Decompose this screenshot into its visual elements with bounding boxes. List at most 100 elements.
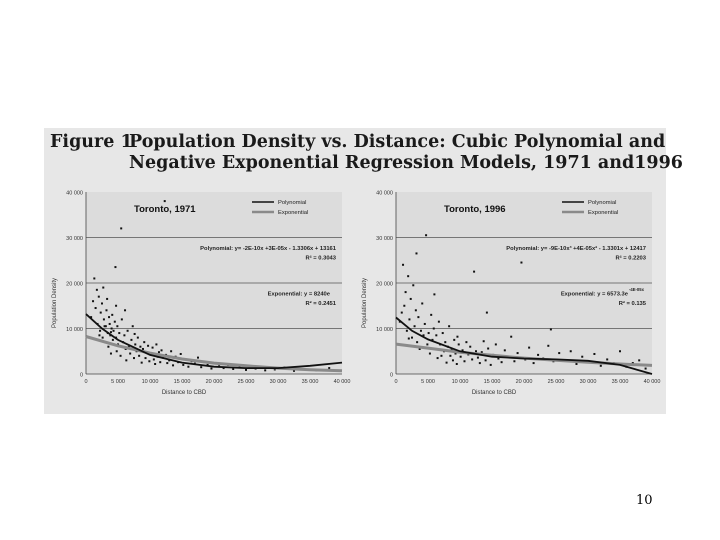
data-point <box>489 363 492 366</box>
data-point <box>108 316 111 319</box>
data-point <box>103 325 106 328</box>
data-point <box>108 322 111 325</box>
data-point <box>440 354 443 357</box>
y-tick-label: 20 000 <box>66 282 83 288</box>
data-point <box>510 335 513 338</box>
data-point <box>500 361 503 364</box>
data-point <box>115 350 118 353</box>
y-axis-label: Population Density <box>362 278 368 328</box>
data-point <box>456 335 459 338</box>
figure-title-line-2: Negative Exponential Regression Models, … <box>129 153 683 173</box>
x-tick-label: 15 000 <box>174 379 191 385</box>
data-point <box>441 332 444 335</box>
data-point <box>151 346 154 349</box>
data-point <box>210 367 213 370</box>
data-point <box>124 309 127 312</box>
data-point <box>95 288 98 291</box>
data-point <box>453 338 456 341</box>
data-point <box>118 332 121 335</box>
polynomial-r-squared: R² = 0.2203 <box>616 254 647 261</box>
data-point <box>516 352 519 355</box>
data-point <box>264 369 267 372</box>
x-tick-label: 5 000 <box>421 379 435 385</box>
data-point <box>575 362 578 365</box>
data-point <box>111 338 114 341</box>
legend-label-exponential: Exponential <box>278 210 308 216</box>
data-point <box>129 352 132 355</box>
data-point <box>497 357 500 360</box>
x-tick-label: 20 000 <box>206 379 223 385</box>
data-point <box>105 309 108 312</box>
data-point <box>463 360 466 363</box>
data-point <box>98 334 101 337</box>
polynomial-fit-line <box>395 316 653 375</box>
data-point <box>407 275 410 278</box>
scatter-chart-svg: 0 10 000 20 000 30 000 40 000 0 5 000 10 000 15 … <box>52 191 350 397</box>
data-point <box>413 325 416 328</box>
data-point <box>419 329 422 332</box>
data-point <box>116 325 119 328</box>
data-point <box>157 351 160 354</box>
data-point <box>547 344 550 347</box>
data-point <box>537 353 540 356</box>
data-point <box>273 368 276 371</box>
x-tick-label: 25 000 <box>238 379 255 385</box>
data-point <box>147 344 150 347</box>
exponential-fit-line <box>85 335 343 373</box>
data-point <box>109 352 112 355</box>
y-tick-label: 40 000 <box>66 191 83 197</box>
data-point <box>101 302 103 305</box>
data-point <box>152 358 155 361</box>
data-point <box>425 234 428 237</box>
x-tick-label: 40 000 <box>644 379 661 385</box>
data-point <box>293 369 295 372</box>
data-point <box>155 343 158 346</box>
data-point <box>465 341 468 344</box>
exponential-r-squared: R² = 0.135 <box>619 300 647 307</box>
data-point <box>133 332 136 335</box>
x-axis-label: Distance to CBD <box>162 390 207 396</box>
data-point <box>92 300 95 303</box>
data-point <box>482 340 485 343</box>
data-point <box>200 366 203 369</box>
data-point <box>513 360 516 363</box>
data-point <box>432 327 435 330</box>
data-point <box>140 361 143 364</box>
polynomial-equation: Polynomial: y= -2E-10x +3E-05x - 1.3306x… <box>200 246 337 252</box>
data-point <box>619 350 621 353</box>
data-point <box>422 334 425 337</box>
data-point <box>126 329 129 332</box>
data-point <box>428 352 431 355</box>
data-point <box>104 325 107 328</box>
data-point <box>408 318 411 321</box>
y-axis-label: Population Density <box>52 278 58 328</box>
data-point <box>99 311 102 314</box>
data-point <box>400 311 403 314</box>
data-point <box>520 261 523 264</box>
data-point <box>115 304 118 307</box>
data-point <box>599 364 602 367</box>
data-point <box>120 227 123 230</box>
data-point <box>426 343 429 346</box>
data-point <box>412 284 415 287</box>
x-tick-label: 35 000 <box>612 379 629 385</box>
data-point <box>485 311 488 314</box>
data-point <box>160 349 163 352</box>
data-point <box>569 350 572 353</box>
exponential-exponent: -4E-05x <box>629 287 645 292</box>
data-point <box>107 345 110 348</box>
data-point <box>159 361 162 364</box>
data-point <box>328 367 331 370</box>
data-point <box>143 341 146 344</box>
data-point <box>414 309 417 312</box>
chart-title: Toronto, 1996 <box>444 204 506 215</box>
x-tick-label: 30 000 <box>270 379 287 385</box>
data-point <box>418 347 421 350</box>
data-point <box>127 345 130 348</box>
y-tick-label: 30 000 <box>66 236 83 242</box>
data-point <box>457 343 460 346</box>
scatter-chart-svg: 0 10 000 20 000 30 000 40 000 0 5 000 10 000 15 … <box>362 191 661 397</box>
data-point <box>437 320 440 323</box>
data-point <box>197 356 199 359</box>
data-point <box>423 322 426 325</box>
